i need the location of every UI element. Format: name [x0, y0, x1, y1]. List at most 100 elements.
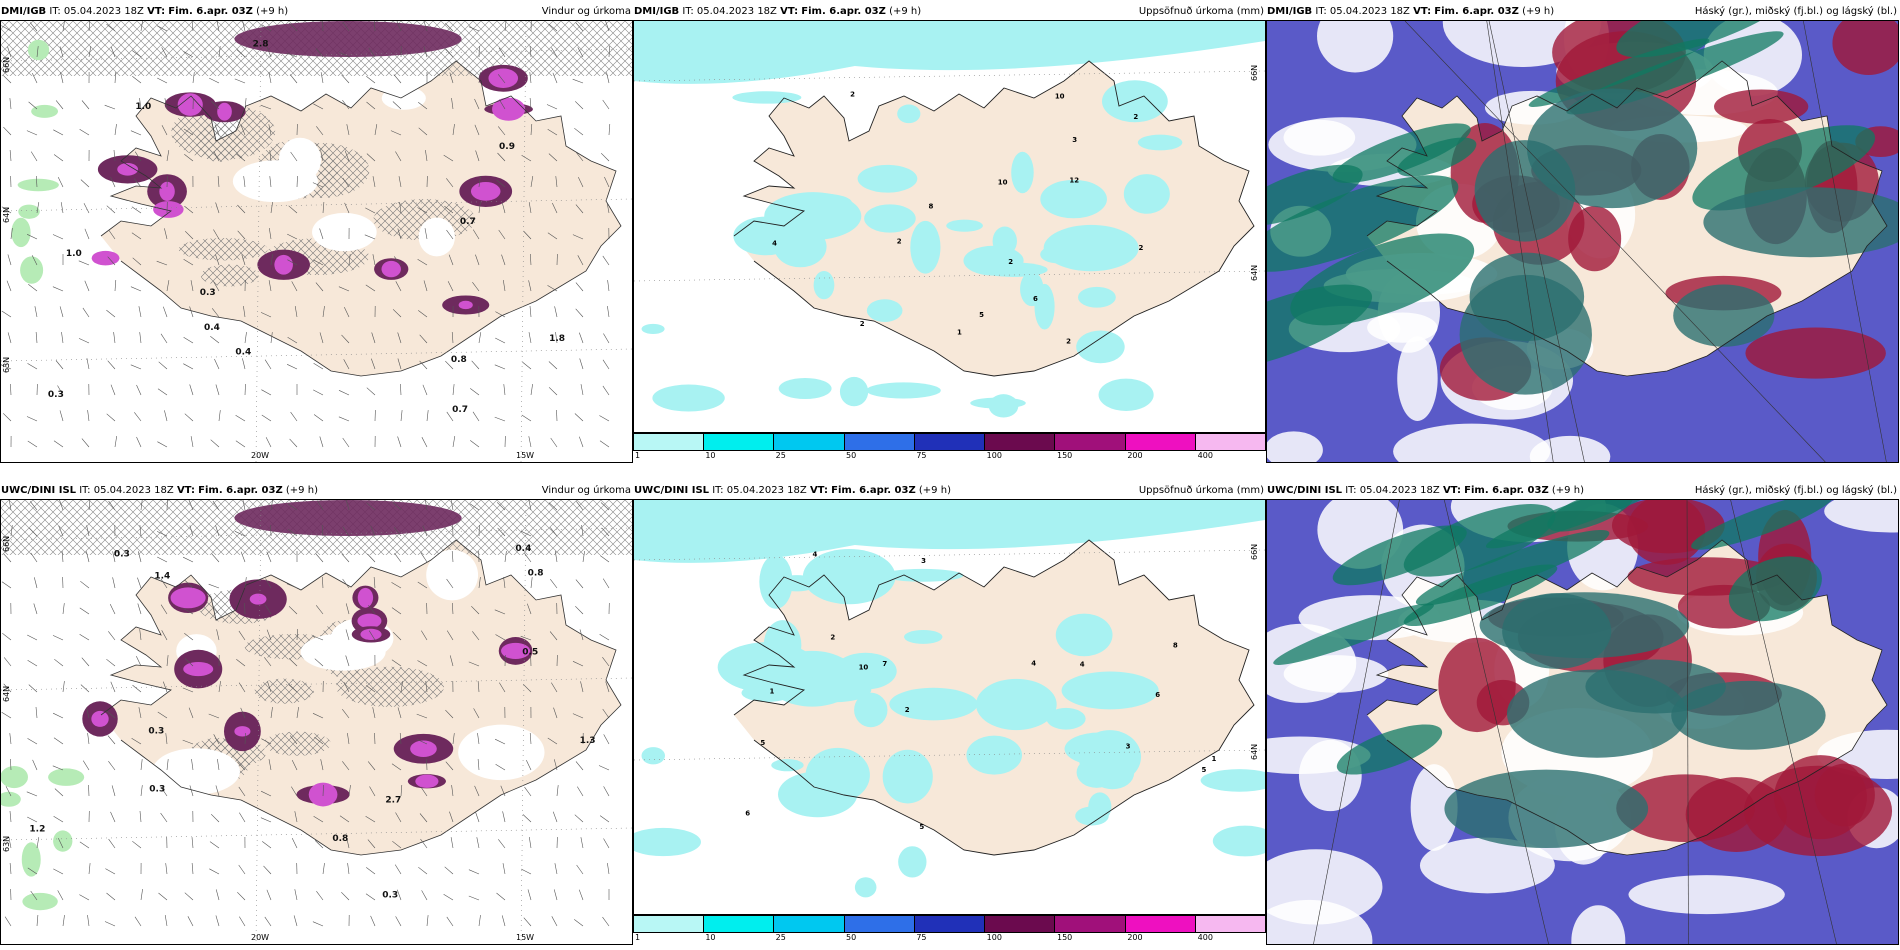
coastline	[100, 539, 622, 856]
precip-cell-core	[91, 710, 109, 727]
map-frame[interactable]: 66N 64N 63N 20W 15W 0.3 0.3 0.5 0.4 0.3 0.8 0.8 2.7 1…	[0, 499, 633, 945]
wind-barb	[605, 21, 610, 32]
wind-barb	[603, 333, 610, 344]
wind-barb	[131, 206, 142, 214]
longitude-line	[520, 500, 527, 944]
wind-barb	[269, 150, 272, 162]
wind-barb	[3, 657, 12, 667]
clear-sky-patch	[1393, 423, 1551, 462]
precip-area	[1061, 671, 1159, 710]
wind-barb	[580, 384, 584, 396]
wind-barb	[59, 46, 64, 58]
valid-time: Fim. 6.apr. 03Z	[801, 6, 886, 17]
wind-barb	[215, 915, 220, 927]
latitude-line	[634, 549, 1265, 561]
wind-barb	[239, 812, 246, 823]
wind-barb	[209, 841, 220, 849]
wind-barb	[30, 890, 38, 901]
wind-barb	[291, 759, 298, 771]
wind-barb	[60, 72, 64, 84]
wind-barb	[574, 919, 584, 927]
wind-barb	[607, 306, 610, 318]
wind-barb	[61, 550, 64, 563]
wind-barb	[575, 152, 584, 162]
wind-barb	[397, 332, 402, 344]
wind-barb	[608, 45, 610, 58]
wind-barb	[366, 76, 376, 84]
wind-barb	[575, 308, 584, 318]
wind-barb	[266, 629, 272, 641]
wind-barb	[133, 178, 142, 188]
wind-barb	[287, 259, 298, 266]
wind-barb	[578, 889, 584, 901]
map-frame[interactable]	[1266, 20, 1899, 463]
wind-barb	[1, 711, 12, 719]
wind-barb	[478, 577, 481, 589]
wind-barb	[452, 384, 455, 396]
wind-barb	[317, 500, 324, 511]
wind-barb	[552, 811, 558, 823]
wind-barb	[217, 759, 220, 771]
colorbar-tick: 10	[705, 451, 716, 460]
wind-barb	[322, 201, 325, 214]
wind-barb	[215, 785, 220, 797]
init-time: IT: 05.04.2023 18Z	[79, 485, 174, 496]
wind-barb	[528, 436, 532, 448]
wind-barb	[106, 658, 116, 667]
map-frame[interactable]	[1266, 499, 1899, 945]
wind-barb	[138, 707, 142, 719]
model-name: UWC/DINI ISL	[1, 485, 77, 496]
wind-barb	[368, 47, 376, 58]
wind-barb	[209, 77, 220, 84]
init-time: IT: 05.04.2023 18Z	[49, 6, 144, 17]
map-frame[interactable]: 66N 64N 5 2 2 2 1 6 8 10 10 2 2 3 12 2 4 2	[633, 20, 1266, 433]
map-frame[interactable]: 66N 64N 63N 20W 15W 0.4 0.4 0.7 0.3 0.9 0.7 1.0 1.0 2…	[0, 20, 633, 463]
wind-barb	[553, 707, 558, 719]
wind-barb	[59, 410, 64, 422]
wind-barb	[114, 124, 117, 136]
low-cloud-band	[1267, 175, 1459, 272]
wind-barb	[191, 759, 194, 771]
wind-barb	[322, 784, 324, 797]
wind-barb	[132, 50, 142, 58]
precip-value: 2	[897, 237, 902, 245]
wind-barb	[372, 176, 376, 188]
wind-barb	[134, 412, 142, 422]
precip-cell-core	[177, 93, 203, 116]
wind-barb	[342, 709, 350, 719]
wind-barb	[527, 603, 532, 615]
colorbar-swatch	[1055, 434, 1126, 450]
wind-barb	[546, 104, 558, 110]
wind-barb	[342, 578, 350, 589]
wind-barb	[184, 892, 194, 901]
wind-barb	[216, 21, 220, 32]
wind-barb	[78, 260, 90, 266]
map-canvas: 66N 64N 63N 20W 15W 0.3 0.3 0.5 0.4 0.3 0.8 0.8 2.7 1…	[1, 500, 632, 944]
wind-barb	[473, 708, 480, 719]
wind-barb	[158, 361, 168, 370]
wind-barb	[497, 74, 506, 84]
wind-barb	[528, 500, 532, 511]
precip-area	[854, 877, 877, 898]
wind-barb	[183, 51, 194, 58]
colorbar-swatch	[914, 434, 986, 450]
wind-barb	[110, 46, 116, 58]
precip-value: 7	[882, 660, 887, 668]
precip-value: 0.3	[200, 288, 216, 298]
wind-barb	[342, 100, 350, 110]
wind-barb	[9, 733, 12, 745]
precip-band	[234, 500, 462, 536]
wind-barb	[371, 332, 376, 344]
wind-barb	[139, 810, 142, 823]
wind-barb	[366, 685, 376, 693]
map-frame[interactable]: 66N 64N 4 4 5 2 4 6 5 1 7 5 3 10 6 8 2 3 1	[633, 499, 1266, 915]
wind-barb	[157, 441, 168, 448]
wind-barb	[474, 98, 480, 110]
wind-barb	[243, 176, 246, 188]
mid-cloud-patch	[1502, 593, 1612, 669]
wind-barb	[313, 815, 324, 823]
wind-barb	[270, 524, 272, 537]
wind-barb	[139, 332, 142, 344]
wind-barb	[423, 280, 428, 292]
latitude-label: 66N	[1250, 65, 1259, 81]
